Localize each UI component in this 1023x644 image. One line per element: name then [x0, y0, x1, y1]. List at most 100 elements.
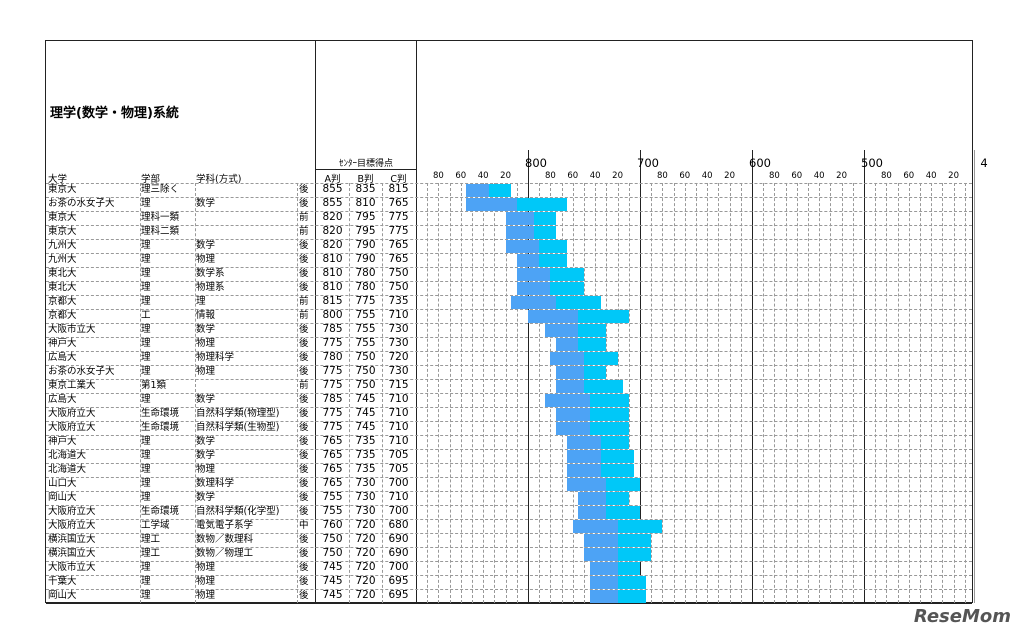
cell-score-B: 735: [355, 449, 376, 461]
cell-method: 後: [299, 352, 309, 363]
cell-score-C: 695: [388, 589, 409, 601]
bar-b-to-c: [600, 450, 635, 463]
cell-score-C: 775: [388, 225, 409, 237]
bar-a-to-b: [589, 562, 618, 575]
bar-a-to-b: [505, 226, 534, 239]
row-divider: [46, 337, 972, 338]
cell-score-C: 730: [388, 323, 409, 335]
cell-university: 京都大: [48, 296, 77, 307]
row-divider: [46, 281, 972, 282]
divider: [315, 40, 316, 603]
cell-department: 物理科学: [196, 352, 235, 363]
minor-tick-label: 40: [589, 171, 601, 181]
row-divider: [46, 365, 972, 366]
bar-b-to-c: [617, 562, 640, 575]
minor-tick-label: 60: [791, 171, 803, 181]
cell-university: 東北大: [48, 282, 77, 293]
cell-method: 後: [299, 576, 309, 587]
cell-faculty: 理: [141, 576, 151, 587]
cell-university: 東京大: [48, 226, 77, 237]
cell-score-C: 690: [388, 533, 409, 545]
cell-department: 数学: [196, 436, 216, 447]
cell-faculty: 理: [141, 590, 151, 601]
cell-university: 大阪市立大: [48, 562, 96, 573]
cell-department: 数学系: [196, 268, 225, 279]
cell-faculty: 工学域: [141, 520, 170, 531]
sheet-frame: [45, 40, 973, 603]
cell-score-B: 755: [355, 309, 376, 321]
bar-b-to-c: [617, 548, 652, 561]
cell-score-C: 705: [388, 449, 409, 461]
cell-department: 物理: [196, 338, 216, 349]
cell-score-C: 700: [388, 561, 409, 573]
cell-score-A: 755: [322, 491, 343, 503]
cell-score-C: 710: [388, 491, 409, 503]
cell-department: 物理: [196, 590, 216, 601]
major-gridline: [640, 150, 641, 603]
minor-tick-label: 80: [768, 171, 780, 181]
header-university: 大学: [48, 174, 68, 185]
bar-a-to-b: [578, 492, 607, 505]
cell-score-A: 765: [322, 449, 343, 461]
cell-department: 数学: [196, 450, 216, 461]
cell-score-B: 720: [355, 519, 376, 531]
cell-method: 後: [299, 268, 309, 279]
bar-a-to-b: [516, 254, 540, 267]
cell-department: 数学: [196, 492, 216, 503]
cell-department: 自然科学類(物理型): [196, 408, 280, 419]
cell-score-C: 765: [388, 197, 409, 209]
chart-right-edge: [973, 150, 975, 603]
bar-a-to-b: [584, 548, 618, 561]
cell-score-C: 705: [388, 463, 409, 475]
bar-a-to-b: [556, 366, 584, 379]
cell-faculty: 理: [141, 198, 151, 209]
cell-score-C: 695: [388, 575, 409, 587]
cell-score-C: 730: [388, 365, 409, 377]
cell-method: 後: [299, 366, 309, 377]
cell-score-B: 755: [355, 323, 376, 335]
cell-department: 数学: [196, 394, 216, 405]
cell-faculty: 理工: [141, 534, 161, 545]
cell-university: 大阪市立大: [48, 324, 96, 335]
cell-score-A: 820: [322, 225, 343, 237]
cell-score-A: 775: [322, 337, 343, 349]
bar-b-to-c: [606, 492, 629, 505]
cell-score-A: 820: [322, 211, 343, 223]
cell-department: 数物／物理工: [196, 548, 254, 559]
cell-method: 前: [299, 226, 309, 237]
cell-score-B: 735: [355, 435, 376, 447]
row-divider: [46, 505, 972, 506]
column-divider: [382, 183, 383, 603]
page-title: 理学(数学・物理)系統: [50, 106, 179, 121]
cell-method: 中: [299, 520, 309, 531]
cell-university: 横浜国立大: [48, 534, 96, 545]
bar-a-to-b: [528, 310, 579, 323]
cell-method: 前: [299, 310, 309, 321]
row-divider: [46, 197, 972, 198]
divider: [416, 40, 417, 603]
cell-method: 後: [299, 394, 309, 405]
cell-university: 九州大: [48, 254, 77, 265]
cell-score-C: 710: [388, 435, 409, 447]
row-divider: [46, 519, 972, 520]
bar-b-to-c: [589, 394, 629, 407]
major-gridline: [528, 150, 529, 603]
bar-b-to-c: [600, 464, 635, 477]
cell-department: 物理: [196, 366, 216, 377]
bar-b-to-c: [617, 520, 663, 533]
cell-score-B: 720: [355, 533, 376, 545]
cell-faculty: 工: [141, 310, 151, 321]
cell-method: 後: [299, 240, 309, 251]
cell-faculty: 理: [141, 562, 151, 573]
cell-university: 岡山大: [48, 590, 77, 601]
cell-score-A: 820: [322, 239, 343, 251]
row-divider: [46, 351, 972, 352]
row-divider: [46, 561, 972, 562]
row-divider: [46, 309, 972, 310]
cell-score-B: 720: [355, 561, 376, 573]
row-divider: [46, 267, 972, 268]
cell-score-A: 810: [322, 253, 343, 265]
cell-method: 後: [299, 450, 309, 461]
bar-a-to-b: [544, 394, 590, 407]
